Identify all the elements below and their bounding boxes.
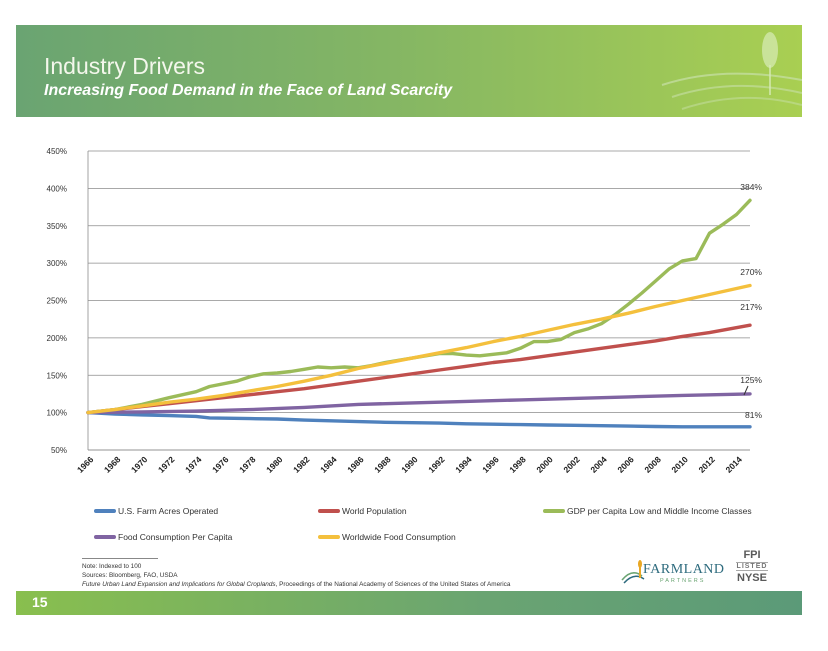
y-tick-label: 150%	[47, 371, 67, 380]
x-tick-label: 2000	[534, 454, 555, 475]
x-tick-label: 1990	[399, 454, 420, 475]
data-label: 81%	[745, 410, 762, 420]
x-tick-label: 1980	[264, 454, 285, 475]
x-tick-label: 1974	[183, 454, 204, 475]
x-tick-label: 1986	[345, 454, 366, 475]
series-line	[86, 198, 752, 415]
x-tick-label: 2010	[669, 454, 690, 475]
slide-title: Industry Drivers	[44, 53, 206, 79]
data-label: 384%	[740, 182, 762, 192]
legend-swatch	[94, 535, 116, 539]
y-tick-label: 350%	[47, 222, 67, 231]
data-label: 125%	[740, 375, 762, 385]
legend-item-world-population: World Population	[318, 506, 407, 516]
listed-label: LISTED	[736, 562, 768, 571]
legend-label: U.S. Farm Acres Operated	[118, 506, 219, 516]
x-tick-label: 1968	[102, 454, 123, 475]
series-line	[86, 283, 752, 415]
ticker: FPI	[743, 549, 761, 561]
note: Note: Indexed to 100	[82, 563, 142, 570]
x-tick-label: 1984	[318, 454, 339, 475]
legend-swatch	[318, 509, 340, 513]
data-label: 217%	[740, 302, 762, 312]
x-tick-label: 2008	[642, 454, 663, 475]
wheat-decoration-icon	[661, 32, 802, 110]
x-tick-label: 1998	[507, 454, 528, 475]
logo-tagline: PARTNERS	[660, 578, 706, 584]
legend-label: Worldwide Food Consumption	[342, 532, 456, 542]
x-tick-label: 2006	[615, 454, 636, 475]
series-line	[86, 392, 752, 415]
x-tick-label: 1992	[426, 454, 447, 475]
citation: Future Urban Land Expansion and Implicat…	[82, 580, 510, 589]
footer-rule	[82, 558, 158, 559]
logo-name: FARMLAND	[643, 562, 725, 577]
legend-swatch	[543, 509, 565, 513]
legend-label: GDP per Capita Low and Middle Income Cla…	[567, 506, 752, 516]
legend-label: Food Consumption Per Capita	[118, 532, 233, 542]
y-tick-label: 450%	[47, 147, 67, 156]
legend-item-food-per-capita: Food Consumption Per Capita	[94, 532, 232, 542]
x-tick-label: 1996	[480, 454, 501, 475]
label-leader	[743, 385, 749, 396]
y-tick-label: 250%	[47, 297, 67, 306]
y-tick-label: 300%	[47, 259, 67, 268]
sources: Sources: Bloomberg, FAO, USDA	[82, 572, 178, 579]
x-tick-label: 1970	[129, 454, 150, 475]
legend-swatch	[94, 509, 116, 513]
page-number: 15	[32, 594, 48, 610]
slide-subtitle: Increasing Food Demand in the Face of La…	[44, 82, 453, 99]
x-tick-label: 1978	[237, 454, 258, 475]
x-tick-label: 1988	[372, 454, 393, 475]
x-tick-label: 2014	[723, 454, 744, 475]
x-tick-label: 1982	[291, 454, 312, 475]
exchange: NYSE	[737, 572, 767, 584]
x-tick-label: 1966	[75, 454, 96, 475]
x-tick-label: 1976	[210, 454, 231, 475]
line-chart: 50% 100% 150% 200% 250% 300% 350% 400% 450% 1966 1…	[47, 147, 763, 475]
y-tick-label: 100%	[47, 409, 67, 418]
legend-swatch	[318, 535, 340, 539]
legend-label: World Population	[342, 506, 407, 516]
y-tick-label: 200%	[47, 334, 67, 343]
nyse-badge: FPI LISTED NYSE	[736, 549, 768, 584]
y-tick-label: 400%	[47, 184, 67, 193]
data-label: 270%	[740, 267, 762, 277]
footer-notes: Note: Indexed to 100 Sources: Bloomberg,…	[82, 558, 510, 589]
y-tick-label: 50%	[51, 446, 67, 455]
bottom-bar: 15	[16, 591, 802, 615]
citation-rest: , Proceedings of the National Academy of…	[275, 581, 511, 588]
slide-header: Industry Drivers Increasing Food Demand …	[16, 25, 802, 117]
x-tick-label: 2004	[588, 454, 609, 475]
x-tick-label: 2012	[696, 454, 717, 475]
x-tick-label: 1994	[453, 454, 474, 475]
x-tick-label: 2002	[561, 454, 582, 475]
series-line	[86, 410, 752, 429]
legend-item-gdp: GDP per Capita Low and Middle Income Cla…	[543, 506, 752, 516]
citation-title: Future Urban Land Expansion and Implicat…	[82, 581, 276, 588]
legend-item-farm-acres: U.S. Farm Acres Operated	[94, 506, 218, 516]
farmland-logo-icon	[621, 560, 645, 584]
legend-item-worldwide-food: Worldwide Food Consumption	[318, 532, 456, 542]
x-tick-label: 1972	[156, 454, 177, 475]
